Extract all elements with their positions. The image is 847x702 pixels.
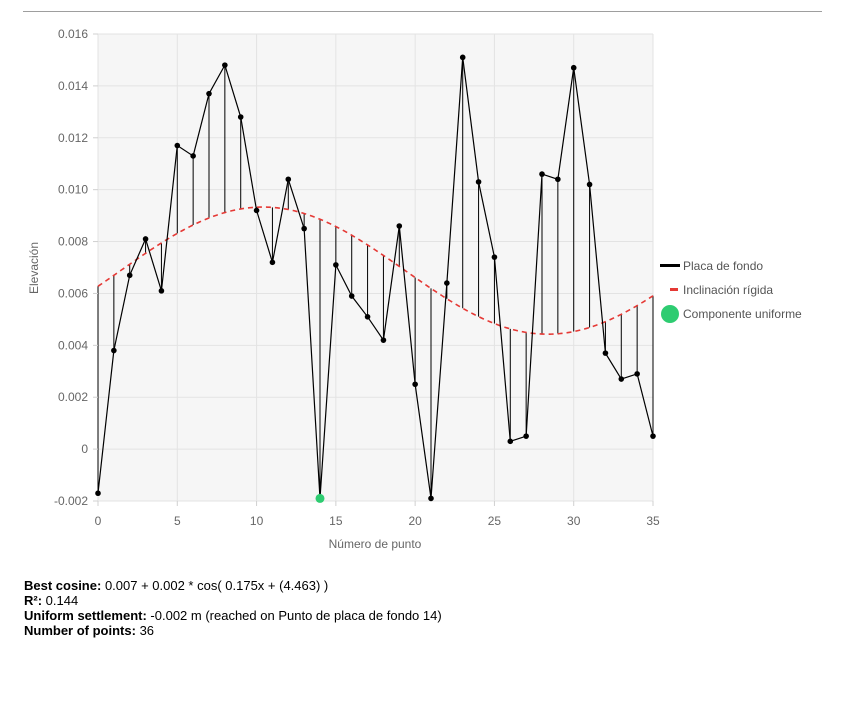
top-divider xyxy=(23,11,822,12)
bottom-plate-point[interactable] xyxy=(602,350,609,356)
bottom-plate-point[interactable] xyxy=(301,225,307,232)
rigid-tilt-curve xyxy=(97,206,654,335)
uniform-settlement-label: Uniform settlement: xyxy=(24,608,147,623)
bottom-plate-point[interactable] xyxy=(396,223,403,229)
legend-item-rigid-tilt[interactable]: Inclinación rígida xyxy=(670,283,773,297)
bottom-plate-point[interactable] xyxy=(507,438,514,445)
fit-summary: Best cosine: 0.007 + 0.002 * cos( 0.175x… xyxy=(24,578,442,638)
y-tick-label: 0.006 xyxy=(58,286,88,300)
bottom-plate-point[interactable] xyxy=(491,254,498,260)
best-cosine-value: 0.007 + 0.002 * cos( 0.175x + (4.463) ) xyxy=(104,578,329,593)
y-tick-label: 0.012 xyxy=(58,131,88,145)
best-cosine-row: Best cosine: 0.007 + 0.002 * cos( 0.175x… xyxy=(24,578,442,593)
bottom-plate-point[interactable] xyxy=(237,114,244,120)
bottom-plate-point[interactable] xyxy=(459,54,466,61)
legend-swatch-uniform-component xyxy=(661,305,679,323)
number-of-points-row: Number of points: 36 xyxy=(24,623,442,638)
y-tick-label: 0.014 xyxy=(58,79,88,93)
y-tick-label: 0.016 xyxy=(58,27,88,41)
bottom-plate-point[interactable] xyxy=(444,280,450,286)
bottom-plate-point[interactable] xyxy=(412,381,418,388)
legend-item-uniform-component[interactable]: Componente uniforme xyxy=(661,305,802,323)
bottom-plate-point[interactable] xyxy=(539,171,545,177)
x-tick-label: 25 xyxy=(488,514,502,528)
x-tick-label: 10 xyxy=(250,514,264,528)
bottom-plate-point[interactable] xyxy=(570,64,577,71)
bottom-plate-line xyxy=(97,57,654,499)
bottom-plate-point[interactable] xyxy=(142,236,149,242)
settlement-chart: 0 5 10 15 20 25 30 35 -0.002 0 0.002 0.004 0.006 0.0… xyxy=(27,27,802,551)
bottom-plate-point[interactable] xyxy=(348,293,355,299)
x-tick-label: 15 xyxy=(329,514,343,528)
best-cosine-label: Best cosine: xyxy=(24,578,102,593)
y-tick-label: 0 xyxy=(81,442,88,456)
y-axis-ticks: -0.002 0 0.002 0.004 0.006 0.008 0.010 0.012 0.0… xyxy=(54,27,98,508)
y-tick-label: 0.002 xyxy=(58,390,88,404)
legend-swatch-rigid-tilt xyxy=(670,288,678,291)
legend-label-uniform-component: Componente uniforme xyxy=(683,307,802,321)
x-tick-label: 35 xyxy=(646,514,660,528)
r2-value: 0.144 xyxy=(45,593,79,608)
r2-row: R²: 0.144 xyxy=(24,593,442,608)
bottom-plate-point[interactable] xyxy=(206,90,212,97)
uniform-component-point[interactable] xyxy=(315,493,325,503)
bottom-plate-point[interactable] xyxy=(555,176,561,183)
rigid-tilt-curve-layer xyxy=(97,206,654,335)
bottom-plate-point[interactable] xyxy=(95,490,101,497)
bottom-plate-point[interactable] xyxy=(174,142,181,149)
bottom-plate-point[interactable] xyxy=(253,207,260,214)
legend-label-bottom-plate: Placa de fondo xyxy=(683,259,763,273)
bottom-plate-point[interactable] xyxy=(586,181,593,188)
x-tick-label: 20 xyxy=(408,514,422,528)
bottom-plate-point[interactable] xyxy=(428,495,434,502)
bottom-plate-point[interactable] xyxy=(285,176,292,183)
y-tick-label: 0.004 xyxy=(58,338,88,352)
bottom-plate-point[interactable] xyxy=(634,371,640,377)
bottom-plate-point[interactable] xyxy=(475,179,482,185)
bottom-plate-point[interactable] xyxy=(364,313,371,320)
bottom-plate-point[interactable] xyxy=(111,347,117,354)
bottom-plate-point[interactable] xyxy=(523,433,529,439)
legend: Placa de fondo Inclinación rígida Compon… xyxy=(660,259,802,323)
bottom-plate-point[interactable] xyxy=(158,288,165,294)
x-axis-ticks: 0 5 10 15 20 25 30 35 xyxy=(95,501,660,528)
y-tick-label: 0.010 xyxy=(58,183,88,197)
bottom-plate-layer xyxy=(95,54,656,503)
x-axis-title: Número de punto xyxy=(329,537,422,551)
bottom-plate-point[interactable] xyxy=(618,376,625,382)
uniform-settlement-value: -0.002 m (reached on Punto de placa de f… xyxy=(150,608,442,623)
y-tick-label: -0.002 xyxy=(54,494,88,508)
bottom-plate-point[interactable] xyxy=(190,153,196,159)
legend-swatch-bottom-plate xyxy=(660,264,680,267)
legend-item-bottom-plate[interactable]: Placa de fondo xyxy=(660,259,763,273)
bottom-plate-point[interactable] xyxy=(650,433,656,439)
bottom-plate-point[interactable] xyxy=(380,337,387,343)
x-tick-label: 5 xyxy=(174,514,181,528)
uniform-settlement-row: Uniform settlement: -0.002 m (reached on… xyxy=(24,608,442,623)
bottom-plate-point[interactable] xyxy=(222,62,228,68)
legend-label-rigid-tilt: Inclinación rígida xyxy=(683,283,773,297)
bottom-plate-point[interactable] xyxy=(269,259,276,266)
number-of-points-value: 36 xyxy=(139,623,155,638)
x-tick-label: 0 xyxy=(95,514,102,528)
r2-label: R²: xyxy=(24,593,43,608)
y-tick-label: 0.008 xyxy=(58,235,88,249)
bottom-plate-point[interactable] xyxy=(333,262,339,268)
plot-band xyxy=(98,34,653,501)
bottom-plate-point[interactable] xyxy=(126,272,133,279)
deviation-stems xyxy=(97,57,654,499)
number-of-points-label: Number of points: xyxy=(24,623,136,638)
x-tick-label: 30 xyxy=(567,514,581,528)
y-axis-title: Elevación xyxy=(27,242,41,294)
